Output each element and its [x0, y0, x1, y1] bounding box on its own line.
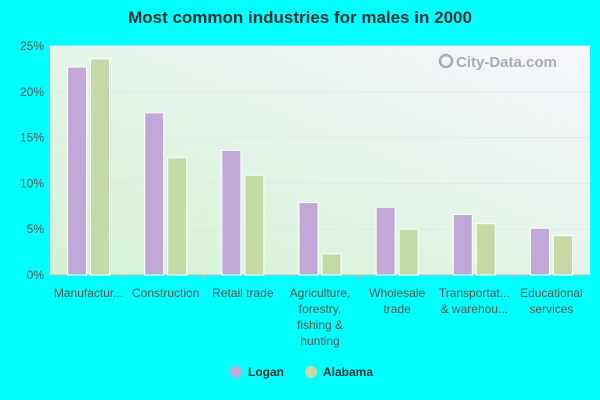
bar-alabama[interactable] [321, 253, 342, 276]
bar-alabama[interactable] [475, 223, 496, 276]
bar-alabama[interactable] [398, 228, 419, 276]
y-tick-label: 0% [27, 268, 45, 282]
bar-logan[interactable] [144, 112, 165, 276]
bar-logan[interactable] [221, 149, 242, 276]
y-tick-label: 10% [20, 176, 44, 190]
watermark-magnifier-icon [438, 53, 454, 69]
legend-label: Logan [248, 365, 284, 379]
bar-logan[interactable] [298, 202, 319, 276]
bar-logan[interactable] [375, 206, 396, 276]
x-tick-label: hunting [300, 334, 339, 348]
bar-logan[interactable] [67, 66, 88, 276]
chart-title: Most common industries for males in 2000 [128, 8, 472, 27]
bar-alabama[interactable] [244, 174, 265, 276]
bar-alabama[interactable] [90, 58, 111, 276]
x-tick-label: Construction [132, 286, 199, 300]
y-tick-label: 25% [20, 39, 44, 53]
bar-alabama[interactable] [167, 157, 188, 276]
bar-alabama[interactable] [552, 235, 573, 276]
plot-area [50, 46, 590, 275]
x-tick-label: Retail trade [212, 286, 274, 300]
x-tick-label: fishing & [297, 318, 343, 332]
x-tick-label: Manufactur... [54, 286, 123, 300]
watermark-text: City-Data.com [456, 54, 557, 71]
legend-label: Alabama [323, 365, 373, 379]
x-tick-label: services [529, 302, 573, 316]
legend-swatch-logan [230, 366, 242, 378]
y-tick-label: 15% [20, 131, 44, 145]
x-tick-label: trade [383, 302, 411, 316]
watermark: City-Data.com [438, 53, 557, 71]
x-tick-label: forestry, [299, 302, 341, 316]
y-tick-label: 20% [20, 85, 44, 99]
x-tick-label: Wholesale [369, 286, 425, 300]
bar-logan[interactable] [452, 214, 473, 276]
legend-swatch-alabama [305, 366, 317, 378]
x-tick-label: Educational [520, 286, 583, 300]
y-tick-label: 5% [27, 222, 45, 236]
x-tick-label: Transportat... [439, 286, 510, 300]
x-tick-label: & warehou... [441, 302, 508, 316]
x-tick-label: Agriculture, [290, 286, 351, 300]
bar-logan[interactable] [529, 227, 550, 276]
